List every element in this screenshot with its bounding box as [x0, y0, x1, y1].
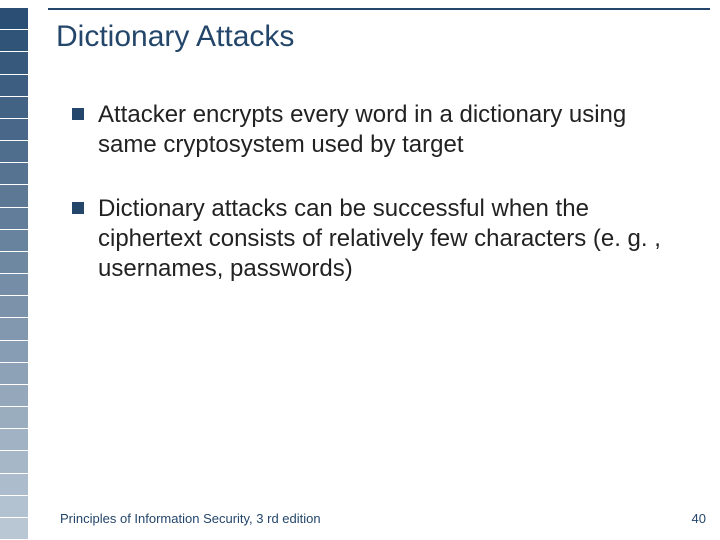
bullet-text: Attacker encrypts every word in a dictio… [98, 100, 690, 160]
square-bullet-icon [72, 108, 84, 120]
page-number: 40 [692, 511, 706, 526]
slide-body: Attacker encrypts every word in a dictio… [72, 100, 690, 318]
slide-title: Dictionary Attacks [56, 20, 294, 54]
bullet-item: Attacker encrypts every word in a dictio… [72, 100, 690, 160]
bullet-text: Dictionary attacks can be successful whe… [98, 194, 690, 284]
title-rule [48, 8, 710, 10]
bullet-item: Dictionary attacks can be successful whe… [72, 194, 690, 284]
decorative-sidebar [0, 8, 28, 540]
footer-text: Principles of Information Security, 3 rd… [60, 511, 321, 526]
square-bullet-icon [72, 202, 84, 214]
